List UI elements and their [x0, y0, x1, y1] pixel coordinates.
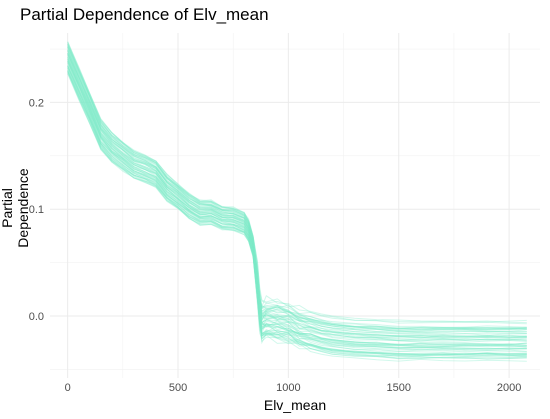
ice-line [67, 49, 527, 331]
x-tick-label: 500 [169, 382, 187, 394]
ice-line [67, 57, 527, 348]
ice-line [67, 68, 527, 353]
ice-line [67, 70, 527, 357]
ice-line [67, 45, 527, 330]
ice-line [67, 60, 527, 346]
ice-line [67, 52, 527, 338]
ice-line [67, 57, 527, 342]
ice-line [67, 65, 527, 356]
ice-line [67, 56, 527, 346]
ice-line [67, 41, 527, 325]
ice-line [67, 59, 527, 348]
ice-line [67, 50, 527, 338]
x-tick-label: 1500 [386, 382, 410, 394]
ice-line [67, 62, 527, 351]
ice-line [67, 46, 527, 334]
ice-line [67, 71, 527, 358]
ice-line [67, 72, 527, 360]
ice-line [67, 52, 527, 339]
ice-line [67, 67, 527, 356]
x-axis-title: Elv_mean [263, 397, 327, 413]
ice-line [67, 45, 527, 331]
x-tick-label: 2000 [497, 382, 521, 394]
ice-line [67, 49, 527, 338]
ice-line [67, 44, 527, 330]
ice-line [67, 47, 527, 332]
ice-line [67, 53, 527, 339]
ice-line [67, 44, 527, 330]
ice-line [67, 52, 527, 336]
ice-line [67, 52, 527, 339]
ice-line [67, 43, 527, 329]
x-tick-label: 1000 [276, 382, 300, 394]
ice-line [67, 71, 527, 360]
ice-line [67, 67, 527, 356]
ice-line [67, 42, 527, 324]
ice-line [67, 54, 527, 342]
ice-line [67, 73, 527, 362]
ice-line [67, 58, 527, 346]
ice-line [67, 41, 527, 323]
ice-line [67, 61, 527, 349]
ice-line [67, 46, 527, 333]
ice-line [67, 53, 527, 338]
ice-line [67, 65, 527, 350]
ice-line [67, 69, 527, 358]
ice-line [67, 47, 527, 328]
ice-line [67, 65, 527, 350]
ice-line [67, 54, 527, 341]
ice-line [67, 50, 527, 335]
ice-line [67, 63, 527, 347]
ice-line [67, 61, 527, 346]
y-tick-label: 0.1 [29, 204, 44, 216]
y-tick-label: 0.2 [29, 97, 44, 109]
ice-line [67, 70, 527, 356]
y-axis-title: Partial Dependence [0, 168, 31, 248]
x-tick-label: 0 [65, 382, 71, 394]
ice-line [67, 65, 527, 353]
ice-line [67, 43, 527, 330]
ice-line [67, 70, 527, 356]
ice-line [67, 65, 527, 355]
ice-line [67, 73, 527, 360]
chart-title: Partial Dependence of Elv_mean [20, 5, 269, 24]
ice-line [67, 58, 527, 346]
ice-line [67, 49, 527, 331]
ice-line [67, 51, 527, 334]
ice-line [67, 61, 527, 350]
ice-line [67, 66, 527, 357]
ice-line [67, 56, 527, 342]
y-tick-label: 0.0 [29, 311, 44, 323]
ice-line [67, 60, 527, 351]
ice-line [67, 58, 527, 343]
